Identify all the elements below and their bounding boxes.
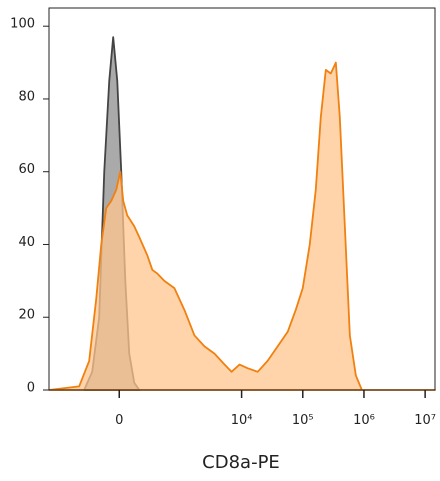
y-tick-label: 40 [18,235,35,250]
y-tick-label: 60 [18,162,35,177]
x-tick-label: 0 [115,413,123,428]
y-tick-label: 100 [10,17,35,32]
x-tick-label: 10⁶ [353,413,375,428]
y-tick-label: 80 [18,89,35,104]
y-tick-label: 0 [27,381,35,396]
histogram-area [48,61,436,391]
y-tick-label: 20 [18,308,35,323]
x-tick-label: 10⁵ [292,413,314,428]
x-tick-label: 10⁷ [414,413,436,428]
x-tick-label: 10⁴ [231,413,253,428]
x-axis-label: CD8a-PE [202,452,280,473]
